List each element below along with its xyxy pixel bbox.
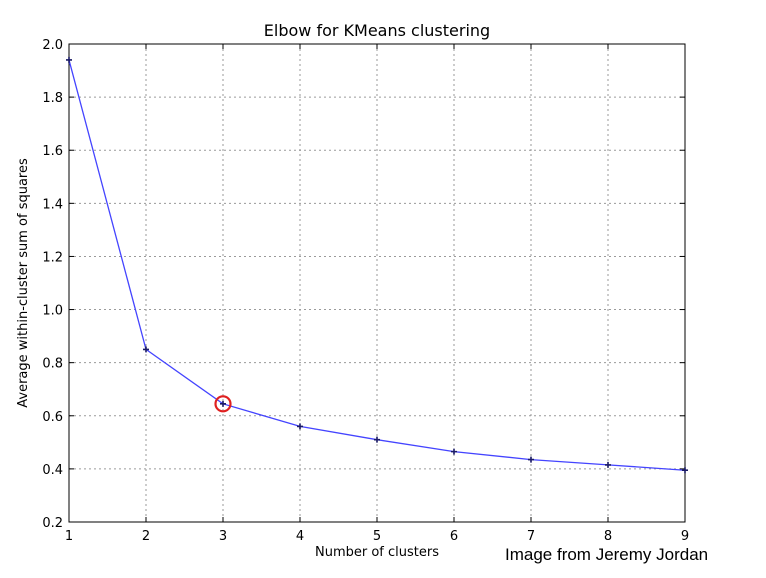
x-tick-label: 3 [219, 529, 227, 544]
y-tick-label: 0.8 [42, 357, 63, 372]
x-tick-label: 7 [527, 529, 535, 544]
data-point [66, 56, 72, 63]
series-group [66, 56, 688, 474]
y-tick-label: 1.6 [42, 144, 63, 159]
axis-ticks: 1 2 3 4 5 6 7 8 9 0.2 0.4 0.6 0.8 1.0 1.2 1.4 1.6 1.8 2.0 [42, 38, 689, 544]
data-point [374, 436, 380, 443]
y-axis-label: Average within-cluster sum of squares [16, 158, 31, 408]
y-tick-label: 1.4 [42, 197, 63, 212]
chart-title: Elbow for KMeans clustering [264, 21, 490, 40]
x-tick-label: 6 [450, 529, 458, 544]
data-point [682, 467, 688, 474]
data-point [605, 461, 611, 468]
x-axis-label: Number of clusters [315, 545, 439, 560]
y-tick-label: 0.2 [42, 516, 63, 531]
elbow-highlight-circle [214, 395, 232, 413]
y-tick-label: 1.0 [42, 304, 63, 319]
y-tick-label: 0.6 [42, 410, 63, 425]
data-point [451, 448, 457, 455]
x-tick-label: 2 [142, 529, 150, 544]
data-point [143, 346, 149, 353]
data-point [528, 456, 534, 463]
y-tick-label: 2.0 [42, 38, 63, 53]
x-tick-label: 9 [681, 529, 689, 544]
x-tick-label: 4 [296, 529, 304, 544]
x-tick-label: 1 [65, 529, 73, 544]
y-tick-label: 0.4 [42, 463, 63, 478]
x-tick-label: 5 [373, 529, 381, 544]
data-point [297, 423, 303, 430]
y-tick-label: 1.2 [42, 250, 63, 265]
image-credit: Image from Jeremy Jordan [505, 545, 709, 564]
x-tick-label: 8 [604, 529, 612, 544]
y-tick-label: 1.8 [42, 91, 63, 106]
gridlines [69, 44, 685, 522]
data-point [220, 400, 226, 407]
